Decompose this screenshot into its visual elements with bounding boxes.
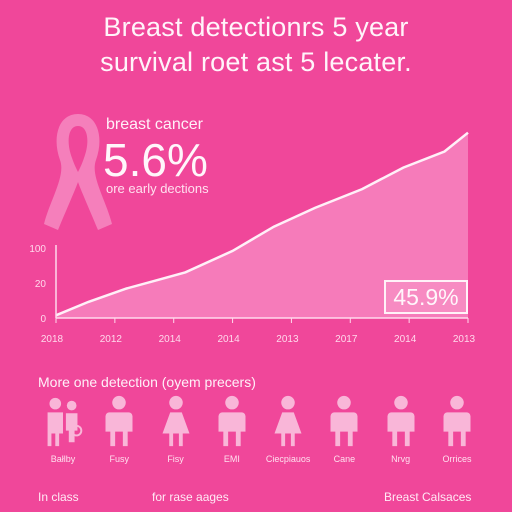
y-tick-label: 0 — [40, 314, 46, 325]
person-item: Fusy — [96, 394, 142, 474]
person-item: Cane — [321, 394, 367, 474]
footer-right-label: Breast Calsaces — [384, 490, 472, 504]
man-icon — [330, 395, 358, 447]
person-item: Ciecpiauos — [265, 394, 311, 474]
section-title: More one detection (oyem precers) — [38, 374, 256, 390]
x-tick-label: 2013 — [276, 334, 299, 345]
kpi-subtitle: ore early dections — [106, 181, 209, 196]
chart-title: Breast detectionrs 5 year survival roet … — [0, 10, 512, 80]
title-line-1: Breast detectionrs 5 year — [103, 12, 409, 42]
x-tick-label: 2013 — [453, 334, 476, 345]
person-label: Orrices — [442, 454, 472, 464]
chart-series-line — [55, 131, 469, 317]
person-label: EMI — [223, 454, 240, 464]
person-label: Nrvg — [391, 454, 411, 464]
person-label: Ciecpiauos — [265, 454, 311, 464]
y-tick-label: 100 — [29, 244, 46, 255]
x-tick-label: 2014 — [394, 334, 417, 345]
person-item: Bałlby — [40, 394, 86, 474]
woman-icon — [162, 395, 190, 447]
family-icon — [47, 397, 83, 447]
x-tick-label: 2017 — [335, 334, 358, 345]
footer-left-label: In class — [38, 490, 79, 504]
person-label: Fisy — [167, 454, 184, 464]
title-line-2: survival roet ast 5 lecater. — [100, 47, 412, 77]
person-label: Cane — [333, 454, 356, 464]
man-icon — [218, 395, 246, 447]
man-icon — [443, 395, 471, 447]
y-tick-label: 20 — [35, 279, 47, 290]
people-row: Bałlby Fusy Fisy EMI Ciecpiauos Cane Nrvg Orric… — [40, 394, 480, 474]
footer-middle-label: for rase aages — [152, 490, 229, 504]
man-icon — [105, 395, 133, 447]
person-item: Fisy — [153, 394, 199, 474]
percentage-badge: 45.9% — [384, 280, 468, 314]
kpi-value: 5.6% — [103, 134, 208, 186]
person-item: EMI — [209, 394, 255, 474]
x-tick-label: 2014 — [217, 334, 240, 345]
person-item: Nrvg — [378, 394, 424, 474]
woman-icon — [274, 395, 302, 447]
person-label: Fusy — [109, 454, 130, 464]
x-tick-label: 2018 — [41, 334, 64, 345]
x-tick-label: 2012 — [100, 334, 123, 345]
chart-area-fill — [56, 132, 468, 318]
kpi-label: breast cancer — [106, 116, 203, 133]
person-label: Bałlby — [50, 454, 76, 464]
person-item: Orrices — [434, 394, 480, 474]
man-icon — [387, 395, 415, 447]
x-tick-label: 2014 — [159, 334, 182, 345]
pink-ribbon-icon — [44, 114, 112, 230]
